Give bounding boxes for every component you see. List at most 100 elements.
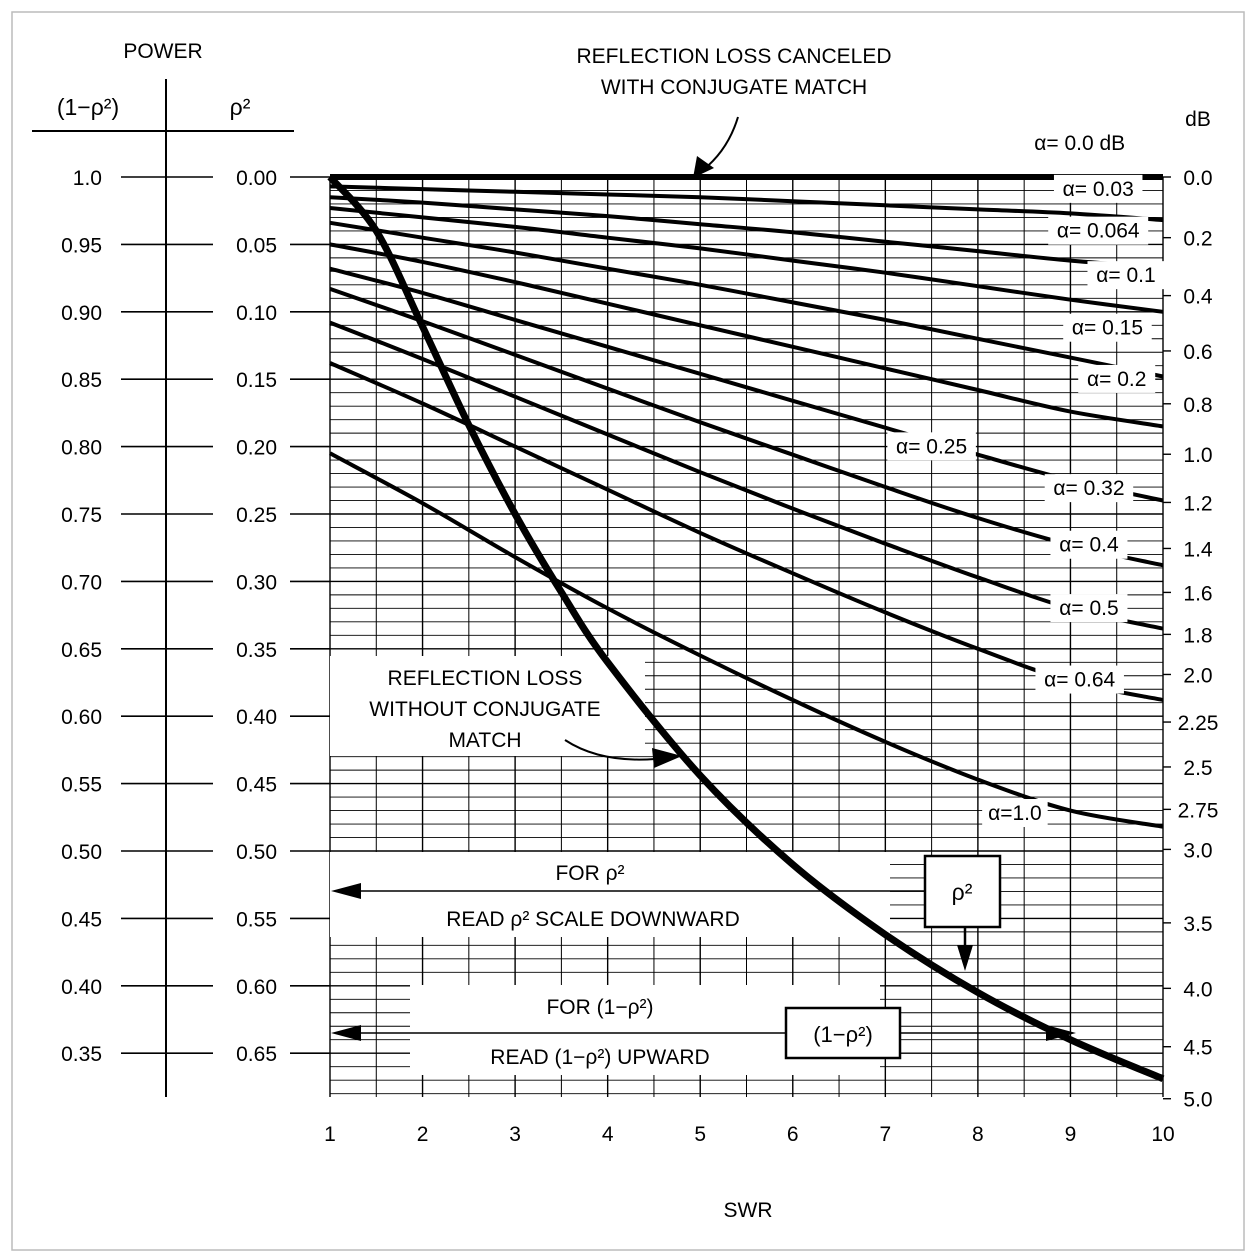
read-rho-text: READ ρ² SCALE DOWNWARD	[446, 908, 740, 931]
canceled-line1: REFLECTION LOSS CANCELED	[576, 45, 891, 68]
db-tick-label-8: 1.6	[1183, 582, 1212, 605]
series-layer	[327, 174, 1165, 1083]
rho-tick-label-12: 0.60	[236, 976, 277, 999]
rho-scale-header: ρ²	[230, 94, 251, 120]
curve-label-5: α= 0.2	[1087, 368, 1146, 391]
series-line-1	[329, 184, 1164, 223]
db-tick-label-1: 0.2	[1183, 228, 1212, 251]
rho-box	[923, 854, 1002, 929]
db-tick-label-0: 0.0	[1183, 167, 1212, 190]
curve-label-7: α= 0.32	[1053, 477, 1124, 500]
curve-label-0: α= 0.0 dB	[1034, 132, 1125, 155]
db-tick-label-7: 1.4	[1183, 538, 1213, 561]
series-line-3	[329, 206, 1164, 314]
rho-guide-arrowhead	[331, 883, 361, 899]
power-tick-label-2: 0.90	[61, 302, 102, 325]
x-tick-label-4: 5	[694, 1123, 706, 1146]
series-line-6	[329, 266, 1164, 503]
db-tick-label-12: 2.5	[1183, 757, 1212, 780]
series-line-7	[329, 287, 1164, 568]
rho-tick-label-0: 0.00	[236, 167, 277, 190]
without-arrow-head	[652, 748, 682, 768]
power-tick-label-0: 1.0	[73, 167, 102, 190]
db-tick-label-17: 4.5	[1183, 1037, 1212, 1060]
curve-labels: α= 0.0 dB α= 0.03 α= 0.064 α= 0.1 α= 0.15 α= …	[887, 129, 1165, 827]
series-line-4	[329, 220, 1164, 379]
x-axis-title: SWR	[724, 1199, 773, 1222]
db-tick-label-2: 0.4	[1183, 286, 1213, 309]
series-line-5	[329, 242, 1164, 429]
curve-label-4: α= 0.15	[1072, 317, 1143, 340]
x-tick-label-0: 1	[324, 1123, 336, 1146]
power-tick-label-9: 0.55	[61, 774, 102, 797]
annotation-canceled: REFLECTION LOSS CANCELED WITH CONJUGATE …	[576, 45, 892, 178]
curve-label-1: α= 0.03	[1063, 178, 1134, 201]
annotation-without: REFLECTION LOSS WITHOUT CONJUGATE MATCH	[369, 667, 682, 768]
rho-tick-label-11: 0.55	[236, 908, 277, 931]
without-line3: MATCH	[448, 729, 521, 752]
x-tick-label-8: 9	[1065, 1123, 1077, 1146]
rho-tick-label-8: 0.40	[236, 706, 277, 729]
db-tick-label-10: 2.0	[1183, 664, 1212, 687]
rho-tick-label-13: 0.65	[236, 1043, 277, 1066]
series-line-8	[329, 320, 1164, 631]
db-tick-label-16: 4.0	[1183, 978, 1212, 1001]
rho-tick-label-5: 0.25	[236, 504, 277, 527]
curve-label-bg-8	[1050, 530, 1128, 559]
curve-label-bg-0	[1023, 129, 1136, 158]
rho-tick-label-7: 0.35	[236, 639, 277, 662]
series-line-2	[329, 195, 1164, 270]
annotation-rho: FOR ρ² READ ρ² SCALE DOWNWARD ρ²	[331, 854, 1002, 971]
one-minus-box	[784, 1006, 902, 1060]
x-axis: SWR 1 2 3 4 5 6 7 8 9 10	[324, 1123, 1175, 1222]
rho-box-arrowhead	[957, 945, 973, 971]
curve-label-bg-4	[1063, 313, 1152, 342]
power-scale-header: (1−ρ²)	[57, 94, 119, 120]
curve-label-bg-3	[1087, 261, 1165, 290]
x-tick-label-9: 10	[1151, 1123, 1174, 1146]
power-tick-label-13: 0.35	[61, 1043, 102, 1066]
canceled-arrow-head	[693, 156, 714, 178]
rho-box-label: ρ²	[952, 879, 973, 905]
left-scales: 1.0 0.00 0.95 0.05 0.90 0.10 0.85 0.15 0.80 0.20 0…	[61, 167, 330, 1066]
conjugate-curve-line	[327, 174, 1165, 1083]
db-tick-label-3: 0.6	[1183, 341, 1212, 364]
rho-tick-label-9: 0.45	[236, 774, 277, 797]
db-tick-label-14: 3.0	[1183, 839, 1212, 862]
curve-label-bg-6	[887, 432, 976, 461]
without-arrow-line	[564, 739, 656, 761]
rho-tick-label-10: 0.50	[236, 841, 277, 864]
curve-label-bg-10	[1035, 665, 1124, 694]
x-tick-label-6: 7	[879, 1123, 891, 1146]
curve-label-bg-7	[1044, 474, 1134, 503]
curve-label-11: α=1.0	[988, 802, 1042, 825]
curve-label-bg-11	[982, 798, 1048, 827]
power-tick-label-5: 0.75	[61, 504, 102, 527]
curve-label-bg-9	[1050, 594, 1128, 623]
rho-tick-label-3: 0.15	[236, 369, 277, 392]
without-line2: WITHOUT CONJUGATE	[369, 698, 600, 721]
power-tick-label-1: 0.95	[61, 234, 102, 257]
db-tick-label-11: 2.25	[1178, 712, 1219, 735]
curve-label-8: α= 0.4	[1059, 534, 1119, 557]
x-tick-label-2: 3	[509, 1123, 521, 1146]
one-minus-box-label: (1−ρ²)	[813, 1022, 873, 1047]
curve-label-bg-1	[1053, 174, 1143, 203]
x-tick-label-3: 4	[602, 1123, 614, 1146]
canceled-line2: WITH CONJUGATE MATCH	[601, 76, 867, 99]
db-tick-label-18: 5.0	[1183, 1089, 1212, 1112]
x-tick-label-7: 8	[972, 1123, 984, 1146]
db-tick-label-4: 0.8	[1183, 394, 1212, 417]
power-tick-label-12: 0.40	[61, 976, 102, 999]
rho-tick-label-1: 0.05	[236, 234, 277, 257]
for-one-minus-text: FOR (1−ρ²)	[546, 996, 653, 1019]
power-header: POWER	[123, 40, 202, 63]
db-tick-label-15: 3.5	[1183, 913, 1212, 936]
without-line1: REFLECTION LOSS	[388, 667, 583, 690]
power-tick-label-7: 0.65	[61, 639, 102, 662]
db-tick-label-13: 2.75	[1178, 799, 1219, 822]
rho-tick-label-2: 0.10	[236, 302, 277, 325]
right-db-axis: dB 0.0 0.2 0.4 0.6 0.8 1.0 1.2 1.4 1.6 1.8 2.0 2.25…	[1163, 108, 1218, 1112]
db-tick-label-6: 1.2	[1183, 492, 1212, 515]
